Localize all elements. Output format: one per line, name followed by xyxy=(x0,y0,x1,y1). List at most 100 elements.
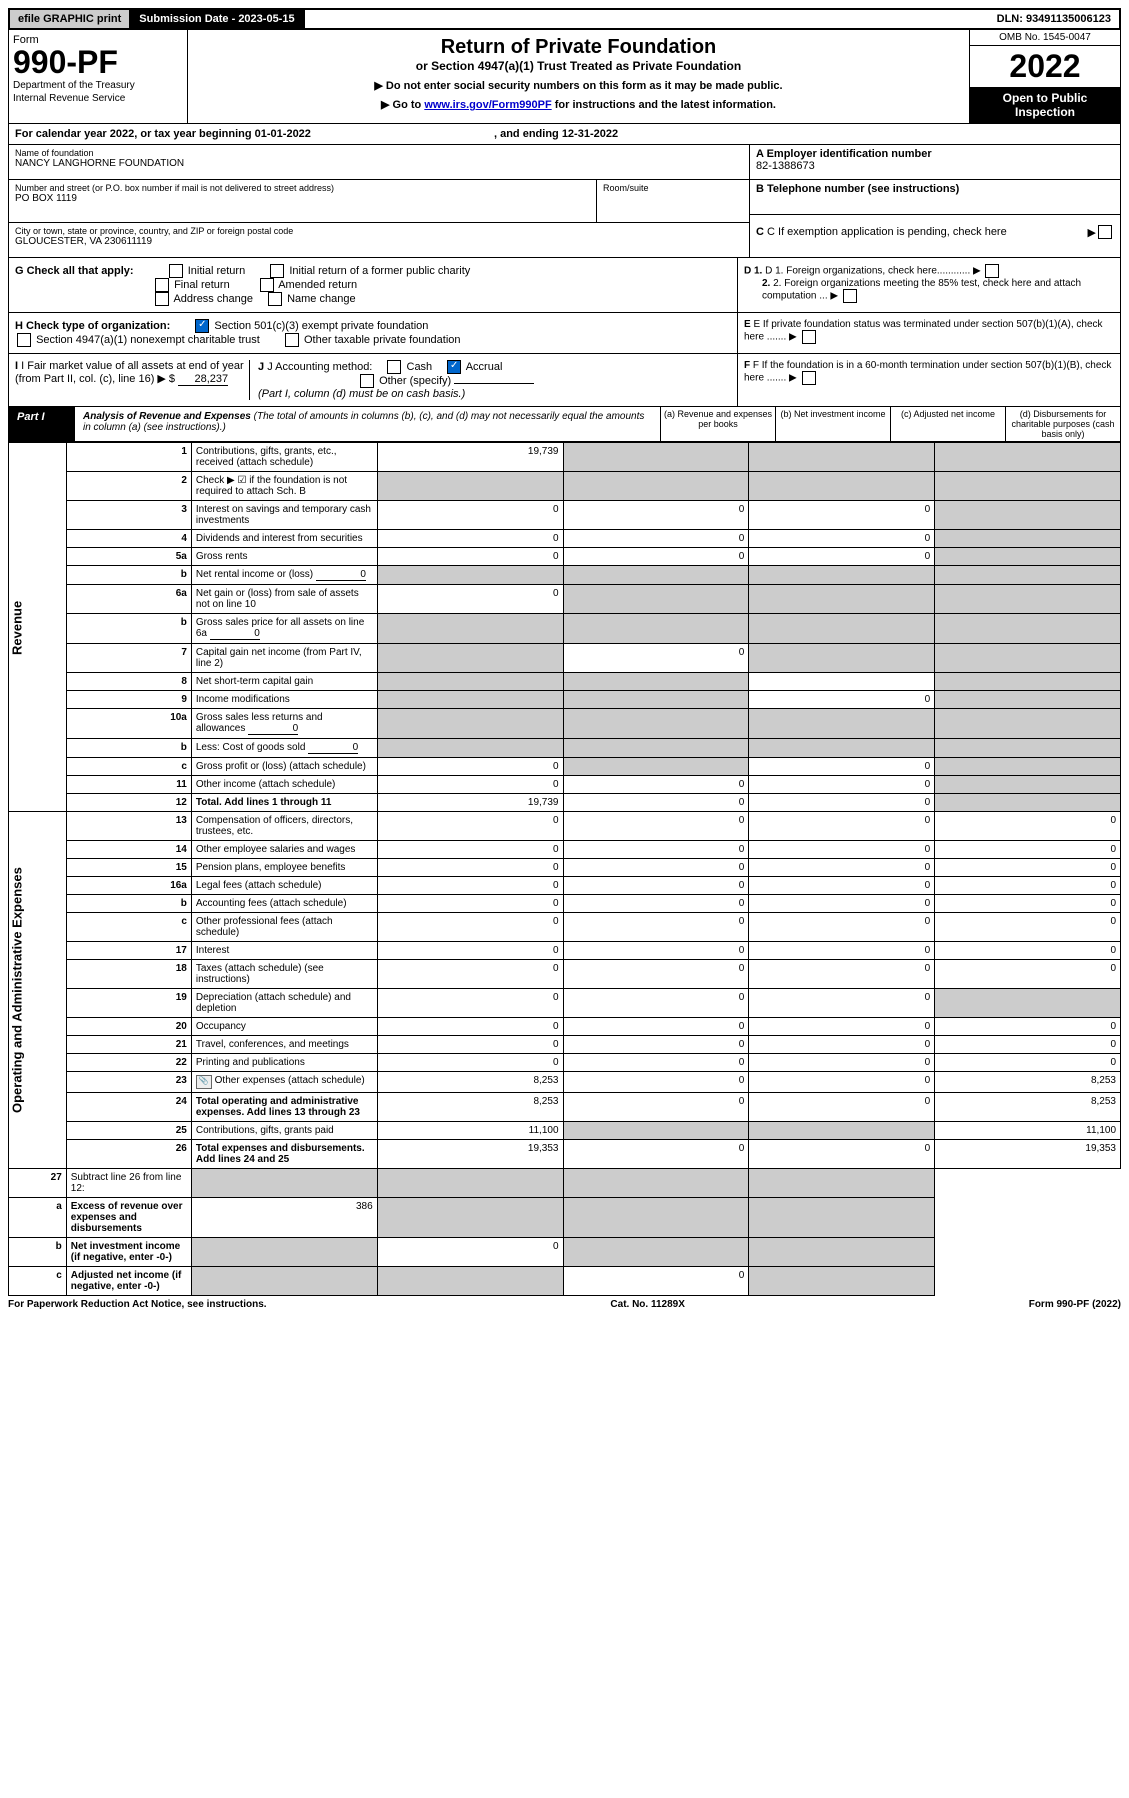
value-cell xyxy=(749,709,935,739)
value-cell xyxy=(935,566,1121,585)
line-description: Interest xyxy=(191,942,377,960)
value-cell xyxy=(563,472,749,501)
value-cell: 0 xyxy=(749,1140,935,1169)
value-cell: 19,353 xyxy=(935,1140,1121,1169)
value-cell: 0 xyxy=(377,1238,563,1267)
attachment-icon[interactable]: 📎 xyxy=(196,1075,212,1089)
c-checkbox[interactable] xyxy=(1098,225,1112,239)
g-label: G Check all that apply: xyxy=(15,265,134,277)
value-cell xyxy=(563,585,749,614)
value-cell: 0 xyxy=(377,942,563,960)
value-cell xyxy=(563,1169,749,1198)
value-cell xyxy=(377,472,563,501)
form990pf-link[interactable]: www.irs.gov/Form990PF xyxy=(424,99,551,111)
value-cell xyxy=(749,1122,935,1140)
value-cell xyxy=(563,673,749,691)
value-cell: 0 xyxy=(935,1036,1121,1054)
value-cell: 0 xyxy=(377,585,563,614)
value-cell xyxy=(563,614,749,644)
value-cell xyxy=(563,1122,749,1140)
line-number: 6a xyxy=(66,585,191,614)
form-ref: Form 990-PF (2022) xyxy=(1029,1299,1121,1310)
value-cell xyxy=(563,709,749,739)
j-label: J Accounting method: xyxy=(267,361,372,373)
value-cell: 0 xyxy=(377,989,563,1018)
value-cell: 0 xyxy=(749,960,935,989)
table-row: cOther professional fees (attach schedul… xyxy=(9,913,1121,942)
d2-checkbox[interactable] xyxy=(843,289,857,303)
section-label: Operating and Administrative Expenses xyxy=(9,812,67,1169)
value-cell xyxy=(377,1198,563,1238)
foundation-name: NANCY LANGHORNE FOUNDATION xyxy=(15,158,743,169)
value-cell: 0 xyxy=(935,812,1121,841)
value-cell: 11,100 xyxy=(377,1122,563,1140)
form-subtitle: or Section 4947(a)(1) Trust Treated as P… xyxy=(198,59,959,73)
d1-checkbox[interactable] xyxy=(985,264,999,278)
value-cell xyxy=(935,614,1121,644)
table-row: 14Other employee salaries and wages0000 xyxy=(9,841,1121,859)
line-description: Pension plans, employee benefits xyxy=(191,859,377,877)
line-number: 4 xyxy=(66,530,191,548)
g-final-return[interactable] xyxy=(155,278,169,292)
value-cell xyxy=(935,501,1121,530)
line-description: Legal fees (attach schedule) xyxy=(191,877,377,895)
f-checkbox[interactable] xyxy=(802,371,816,385)
line-number: c xyxy=(9,1267,67,1296)
g-name-change[interactable] xyxy=(268,292,282,306)
submission-date: Submission Date - 2023-05-15 xyxy=(131,10,304,28)
efile-print-button[interactable]: efile GRAPHIC print xyxy=(10,10,131,28)
value-cell xyxy=(749,585,935,614)
h-other-taxable[interactable] xyxy=(285,333,299,347)
value-cell xyxy=(563,443,749,472)
g-initial-former[interactable] xyxy=(270,264,284,278)
value-cell: 0 xyxy=(377,776,563,794)
ein-label: A Employer identification number xyxy=(756,148,1114,160)
value-cell: 0 xyxy=(563,913,749,942)
table-row: 17Interest0000 xyxy=(9,942,1121,960)
value-cell: 0 xyxy=(935,913,1121,942)
value-cell xyxy=(377,1169,563,1198)
value-cell xyxy=(377,691,563,709)
g-address-change[interactable] xyxy=(155,292,169,306)
line-number: b xyxy=(66,895,191,913)
value-cell xyxy=(377,673,563,691)
e-checkbox[interactable] xyxy=(802,330,816,344)
identification-block: Name of foundation NANCY LANGHORNE FOUND… xyxy=(8,145,1121,258)
value-cell: 0 xyxy=(377,1018,563,1036)
table-row: Operating and Administrative Expenses13C… xyxy=(9,812,1121,841)
value-cell: 0 xyxy=(563,1093,749,1122)
h-501c3[interactable] xyxy=(195,319,209,333)
line-number: 9 xyxy=(66,691,191,709)
j-cash[interactable] xyxy=(387,360,401,374)
value-cell xyxy=(935,758,1121,776)
line-description: Excess of revenue over expenses and disb… xyxy=(66,1198,191,1238)
e-label: E E If private foundation status was ter… xyxy=(738,313,1120,353)
h-4947[interactable] xyxy=(17,333,31,347)
g-amended-return[interactable] xyxy=(260,278,274,292)
line-number: a xyxy=(9,1198,67,1238)
line-description: Net rental income or (loss) 0 xyxy=(191,566,377,585)
line-description: Contributions, gifts, grants paid xyxy=(191,1122,377,1140)
line-description: Capital gain net income (from Part IV, l… xyxy=(191,644,377,673)
table-row: 24Total operating and administrative exp… xyxy=(9,1093,1121,1122)
value-cell xyxy=(749,644,935,673)
value-cell xyxy=(377,566,563,585)
value-cell: 0 xyxy=(935,841,1121,859)
value-cell: 0 xyxy=(749,877,935,895)
dln: DLN: 93491135006123 xyxy=(989,10,1119,28)
value-cell: 0 xyxy=(749,1036,935,1054)
value-cell: 0 xyxy=(377,960,563,989)
j-other[interactable] xyxy=(360,374,374,388)
line-number: c xyxy=(66,913,191,942)
room-label: Room/suite xyxy=(603,183,743,193)
value-cell: 0 xyxy=(749,1054,935,1072)
g-initial-return[interactable] xyxy=(169,264,183,278)
value-cell: 0 xyxy=(563,1036,749,1054)
value-cell: 0 xyxy=(935,859,1121,877)
table-row: cAdjusted net income (if negative, enter… xyxy=(9,1267,1121,1296)
table-row: 22Printing and publications0000 xyxy=(9,1054,1121,1072)
value-cell: 19,739 xyxy=(377,443,563,472)
value-cell: 0 xyxy=(377,859,563,877)
table-row: 7Capital gain net income (from Part IV, … xyxy=(9,644,1121,673)
j-accrual[interactable] xyxy=(447,360,461,374)
